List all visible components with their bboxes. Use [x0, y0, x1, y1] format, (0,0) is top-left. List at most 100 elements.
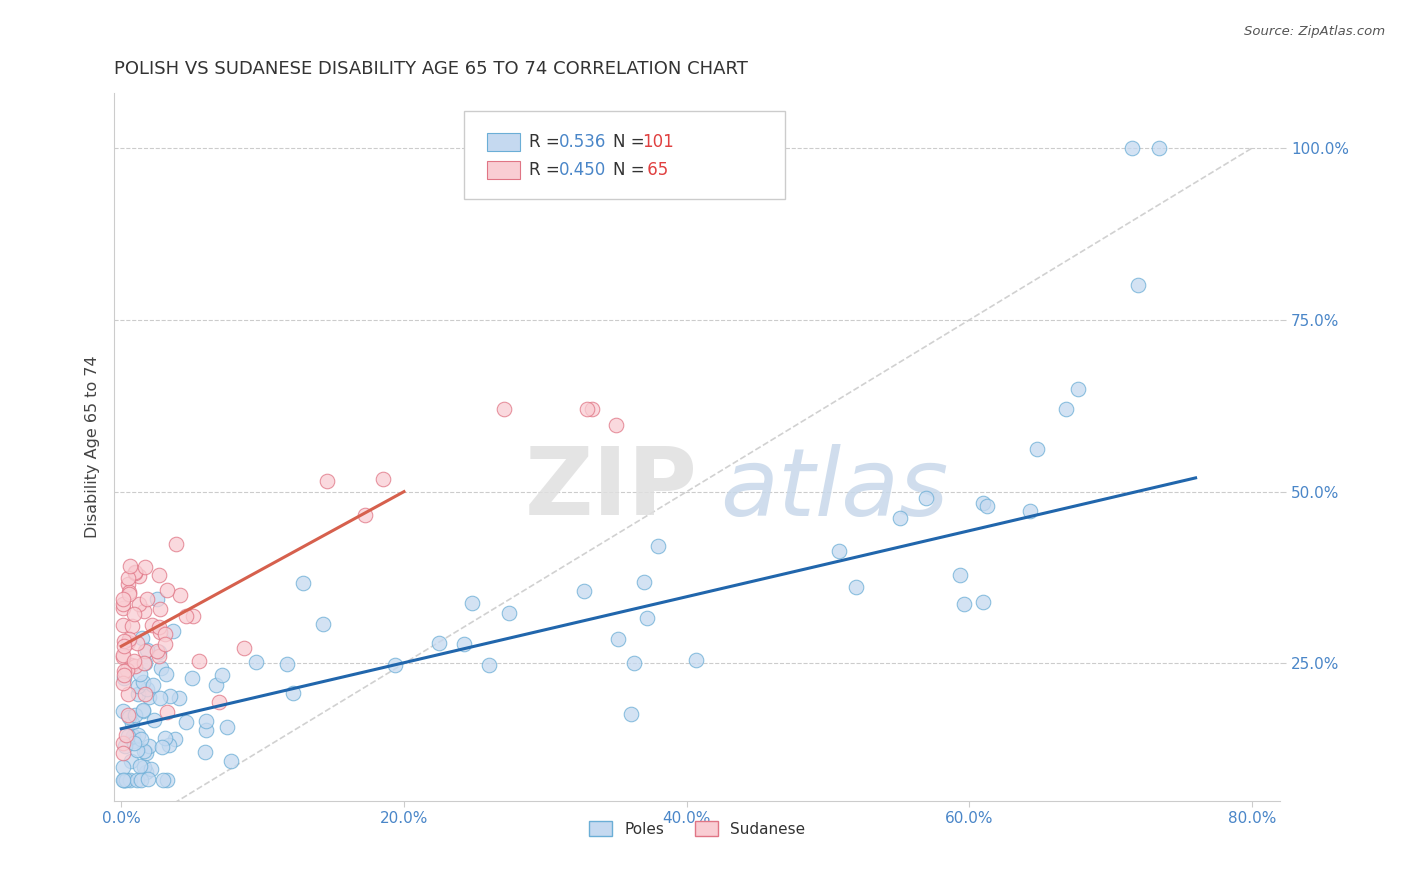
- Point: [844, 580, 866, 594]
- Point: [149, 602, 172, 616]
- Point: [167, 691, 190, 706]
- Point: [117, 729, 139, 743]
- Point: [124, 566, 146, 580]
- Point: [112, 773, 135, 788]
- FancyBboxPatch shape: [488, 133, 520, 151]
- Point: [129, 759, 152, 773]
- Point: [174, 608, 197, 623]
- Point: [134, 644, 156, 658]
- Point: [121, 619, 143, 633]
- Point: [217, 720, 239, 734]
- Point: [134, 656, 156, 670]
- Point: [127, 687, 149, 701]
- Point: [132, 760, 155, 774]
- Point: [685, 653, 707, 667]
- Point: [194, 745, 217, 759]
- Point: [166, 537, 188, 551]
- Point: [124, 707, 146, 722]
- Point: [605, 417, 627, 432]
- Point: [112, 639, 135, 653]
- Point: [889, 511, 911, 525]
- Point: [145, 644, 167, 658]
- Point: [498, 607, 520, 621]
- Y-axis label: Disability Age 65 to 74: Disability Age 65 to 74: [86, 356, 100, 538]
- Point: [187, 654, 209, 668]
- Point: [129, 731, 152, 746]
- Point: [117, 634, 139, 648]
- Text: R =: R =: [530, 161, 565, 179]
- Text: N =: N =: [613, 133, 650, 151]
- Point: [233, 641, 256, 656]
- Point: [134, 560, 156, 574]
- Point: [131, 675, 153, 690]
- Point: [138, 690, 160, 704]
- Text: R =: R =: [530, 133, 565, 151]
- Point: [972, 496, 994, 510]
- Point: [1054, 402, 1077, 417]
- Point: [118, 710, 141, 724]
- Text: 0.450: 0.450: [558, 161, 606, 179]
- Point: [112, 650, 135, 665]
- Point: [572, 583, 595, 598]
- Point: [141, 617, 163, 632]
- Point: [132, 604, 155, 618]
- Point: [124, 659, 146, 673]
- Legend: Poles, Sudanese: Poles, Sudanese: [583, 814, 811, 843]
- Point: [112, 617, 135, 632]
- Point: [607, 632, 630, 646]
- Point: [148, 648, 170, 663]
- Point: [1066, 382, 1088, 396]
- Point: [156, 773, 179, 788]
- Point: [124, 735, 146, 749]
- Point: [581, 402, 603, 417]
- Point: [131, 632, 153, 646]
- Point: [155, 666, 177, 681]
- Point: [181, 608, 204, 623]
- Point: [125, 636, 148, 650]
- Point: [124, 565, 146, 579]
- Point: [148, 568, 170, 582]
- Point: [112, 664, 135, 678]
- Point: [153, 637, 176, 651]
- Point: [118, 587, 141, 601]
- Point: [276, 657, 298, 672]
- Point: [162, 624, 184, 639]
- Point: [132, 703, 155, 717]
- Point: [112, 671, 135, 685]
- Point: [120, 658, 142, 673]
- Point: [121, 716, 143, 731]
- Point: [1121, 141, 1143, 155]
- Point: [114, 739, 136, 753]
- Point: [115, 773, 138, 788]
- Point: [155, 583, 177, 598]
- Point: [1147, 141, 1170, 155]
- Point: [135, 592, 157, 607]
- Point: [152, 773, 174, 788]
- Point: [117, 663, 139, 677]
- Point: [195, 714, 218, 728]
- Point: [153, 627, 176, 641]
- Point: [135, 765, 157, 780]
- Point: [150, 740, 173, 755]
- Text: POLISH VS SUDANESE DISABILITY AGE 65 TO 74 CORRELATION CHART: POLISH VS SUDANESE DISABILITY AGE 65 TO …: [114, 60, 748, 78]
- Text: N =: N =: [613, 161, 650, 179]
- Point: [136, 642, 159, 657]
- Point: [461, 596, 484, 610]
- Point: [157, 738, 180, 752]
- Point: [117, 571, 139, 585]
- Point: [169, 588, 191, 602]
- Point: [132, 657, 155, 671]
- Point: [111, 597, 134, 611]
- Point: [949, 568, 972, 582]
- Point: [112, 591, 135, 606]
- Point: [181, 671, 204, 685]
- Point: [112, 773, 135, 788]
- Point: [636, 611, 658, 625]
- Point: [623, 656, 645, 670]
- Point: [142, 678, 165, 692]
- Point: [129, 773, 152, 788]
- Point: [195, 723, 218, 737]
- Point: [118, 584, 141, 599]
- Point: [148, 644, 170, 658]
- Text: 65: 65: [643, 161, 669, 179]
